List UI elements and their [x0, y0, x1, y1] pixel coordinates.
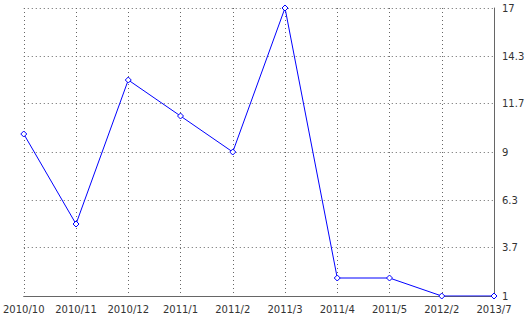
svg-text:11.7: 11.7	[502, 98, 524, 109]
svg-text:17: 17	[502, 3, 515, 14]
svg-text:2011/5: 2011/5	[372, 304, 407, 315]
svg-text:1: 1	[502, 291, 508, 302]
svg-text:2010/11: 2010/11	[55, 304, 97, 315]
svg-text:2013/7: 2013/7	[476, 304, 511, 315]
svg-text:14.3: 14.3	[502, 51, 524, 62]
svg-text:9: 9	[502, 147, 508, 158]
svg-text:2011/3: 2011/3	[267, 304, 302, 315]
svg-text:2011/4: 2011/4	[320, 304, 355, 315]
svg-text:3.7: 3.7	[502, 242, 518, 253]
svg-text:2011/1: 2011/1	[163, 304, 198, 315]
svg-text:2010/12: 2010/12	[107, 304, 149, 315]
svg-text:6.3: 6.3	[502, 195, 518, 206]
svg-text:2012/2: 2012/2	[424, 304, 459, 315]
svg-text:2010/10: 2010/10	[3, 304, 45, 315]
svg-text:2011/2: 2011/2	[215, 304, 250, 315]
